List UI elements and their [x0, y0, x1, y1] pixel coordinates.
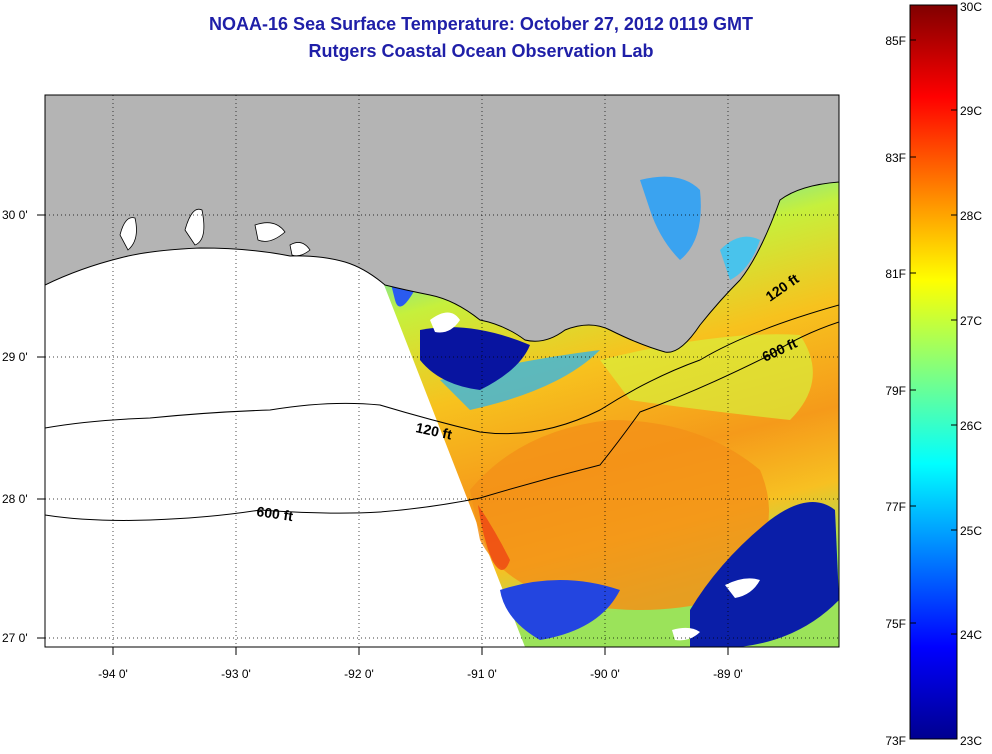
hot-edge: [478, 505, 510, 570]
colorbar-label-f: 85F: [885, 34, 906, 48]
contour-600ft: [45, 321, 839, 521]
colorbar-label-c: 30C: [960, 0, 982, 14]
colorbar-label-c: 25C: [960, 524, 982, 538]
colorbar-label-f: 79F: [885, 384, 906, 398]
y-tick-label: 27 0': [2, 631, 28, 645]
colorbar-label-c: 23C: [960, 734, 982, 748]
x-tick-label: -94 0': [98, 667, 128, 681]
axis-ticks: [37, 214, 729, 655]
colorbar: [909, 4, 958, 740]
y-tick-label: 30 0': [2, 208, 28, 222]
graticule: [45, 95, 839, 647]
colorbar-label-c: 29C: [960, 104, 982, 118]
colorbar-label-c: 26C: [960, 419, 982, 433]
contour-label: 600 ft: [256, 503, 295, 524]
contour-label: 120 ft: [414, 419, 453, 442]
y-tick-label: 29 0': [2, 350, 28, 364]
x-tick-label: -89 0': [713, 667, 743, 681]
colorbar-label-f: 77F: [885, 500, 906, 514]
colorbar-label-c: 27C: [960, 314, 982, 328]
x-tick-label: -92 0': [344, 667, 374, 681]
y-tick-label: 28 0': [2, 492, 28, 506]
cold-patch: [690, 502, 839, 647]
x-tick-label: -90 0': [590, 667, 620, 681]
colorbar-label-f: 83F: [885, 151, 906, 165]
contour-120ft: [45, 304, 839, 435]
x-tick-label: -93 0': [221, 667, 251, 681]
colorbar-label-c: 28C: [960, 209, 982, 223]
map-frame: [44, 94, 840, 648]
colorbar-label-c: 24C: [960, 628, 982, 642]
colorbar-label-f: 73F: [885, 734, 906, 748]
map-title: NOAA-16 Sea Surface Temperature: October…: [209, 14, 753, 34]
colorbar-label-f: 75F: [885, 617, 906, 631]
map-subtitle: Rutgers Coastal Ocean Observation Lab: [308, 41, 654, 61]
map-area: 120 ft 600 ft 120 ft 600 ft: [45, 95, 839, 647]
x-tick-label: -91 0': [467, 667, 497, 681]
land-mass: [45, 95, 839, 353]
warm-patch: [470, 420, 769, 610]
colorbar-ticks: [910, 39, 957, 635]
colorbar-label-f: 81F: [885, 267, 906, 281]
